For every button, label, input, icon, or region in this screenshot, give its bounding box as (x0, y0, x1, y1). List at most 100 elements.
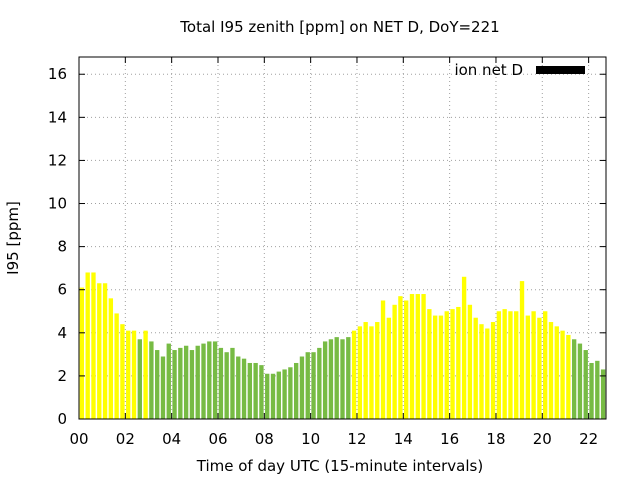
bar (276, 371, 281, 419)
bar (230, 347, 235, 419)
x-tick-label: 04 (162, 430, 181, 448)
bar (351, 330, 357, 419)
grid-lines (79, 57, 606, 419)
bar (421, 294, 426, 419)
bar (241, 358, 247, 419)
bar (473, 317, 478, 419)
bar (317, 347, 322, 419)
bar (166, 343, 171, 419)
bar (577, 343, 583, 419)
chart-title: Total I95 zenith [ppm] on NET D, DoY=221 (179, 18, 499, 36)
bar (143, 330, 148, 419)
bar (172, 350, 177, 419)
bar (571, 339, 577, 419)
x-tick-label: 12 (347, 430, 366, 448)
x-tick-label: 20 (533, 430, 552, 448)
x-tick-label: 22 (579, 430, 598, 448)
bar (554, 326, 559, 419)
bar (102, 283, 108, 419)
bar (224, 352, 229, 419)
x-tick-label: 14 (394, 430, 413, 448)
plot-frame (78, 56, 607, 420)
bar (485, 328, 490, 419)
bar (525, 315, 530, 419)
bar (514, 311, 519, 419)
x-tick-label: 00 (69, 430, 88, 448)
bar (560, 330, 565, 419)
bar (467, 304, 473, 419)
bar (85, 272, 90, 419)
bar (427, 309, 432, 419)
bar (270, 373, 276, 419)
bar (108, 298, 114, 419)
bar (375, 322, 380, 419)
bar (201, 343, 206, 419)
y-tick-label: 12 (48, 151, 67, 169)
bar (322, 341, 328, 419)
bar (299, 356, 305, 419)
bar (120, 324, 125, 419)
bar (189, 350, 195, 419)
bar (363, 322, 368, 419)
bar (155, 350, 160, 419)
bar (415, 294, 420, 419)
bars (79, 272, 606, 419)
bar (282, 369, 287, 419)
y-tick-label: 4 (57, 324, 67, 342)
y-tick-label: 6 (57, 281, 67, 299)
bar (369, 326, 374, 419)
bar (259, 365, 264, 419)
bar (137, 339, 142, 419)
bar (508, 311, 513, 419)
bar (218, 347, 224, 419)
bar (247, 362, 253, 419)
legend: ion net D (454, 61, 585, 79)
bar (398, 296, 403, 419)
bar (432, 315, 438, 419)
bar (461, 276, 467, 419)
bar (456, 306, 461, 419)
bar (126, 330, 131, 419)
bar (502, 309, 507, 419)
bar (409, 294, 415, 419)
bar (334, 337, 339, 419)
x-tick-label: 06 (208, 430, 227, 448)
bar (178, 347, 183, 419)
bar (293, 362, 299, 419)
bar (183, 345, 189, 419)
x-tick-label: 08 (255, 430, 274, 448)
bar (328, 339, 334, 419)
y-tick-label: 16 (48, 65, 67, 83)
x-tick-label: 18 (486, 430, 505, 448)
bar (131, 330, 137, 419)
y-tick-label: 8 (57, 238, 67, 256)
bar (404, 300, 409, 419)
bar (97, 283, 102, 419)
bar (450, 309, 455, 419)
bar (490, 322, 496, 419)
y-tick-label: 14 (48, 108, 67, 126)
bar (236, 356, 241, 419)
y-axis-label: I95 [ppm] (4, 201, 22, 275)
bar (600, 369, 606, 419)
bar (160, 356, 166, 419)
bar (566, 334, 571, 419)
bar (444, 311, 449, 419)
bar (519, 281, 525, 419)
bar (346, 337, 351, 419)
y-tick-label: 0 (57, 410, 67, 428)
bar (265, 373, 270, 419)
bar (340, 339, 345, 419)
bar (380, 300, 386, 419)
bar (438, 315, 444, 419)
bar (589, 362, 594, 419)
bar (583, 350, 588, 419)
bar (207, 341, 212, 419)
bar (253, 362, 258, 419)
x-tick-label: 02 (116, 430, 135, 448)
bar (114, 313, 119, 419)
bar (212, 341, 218, 419)
bar (392, 304, 397, 419)
